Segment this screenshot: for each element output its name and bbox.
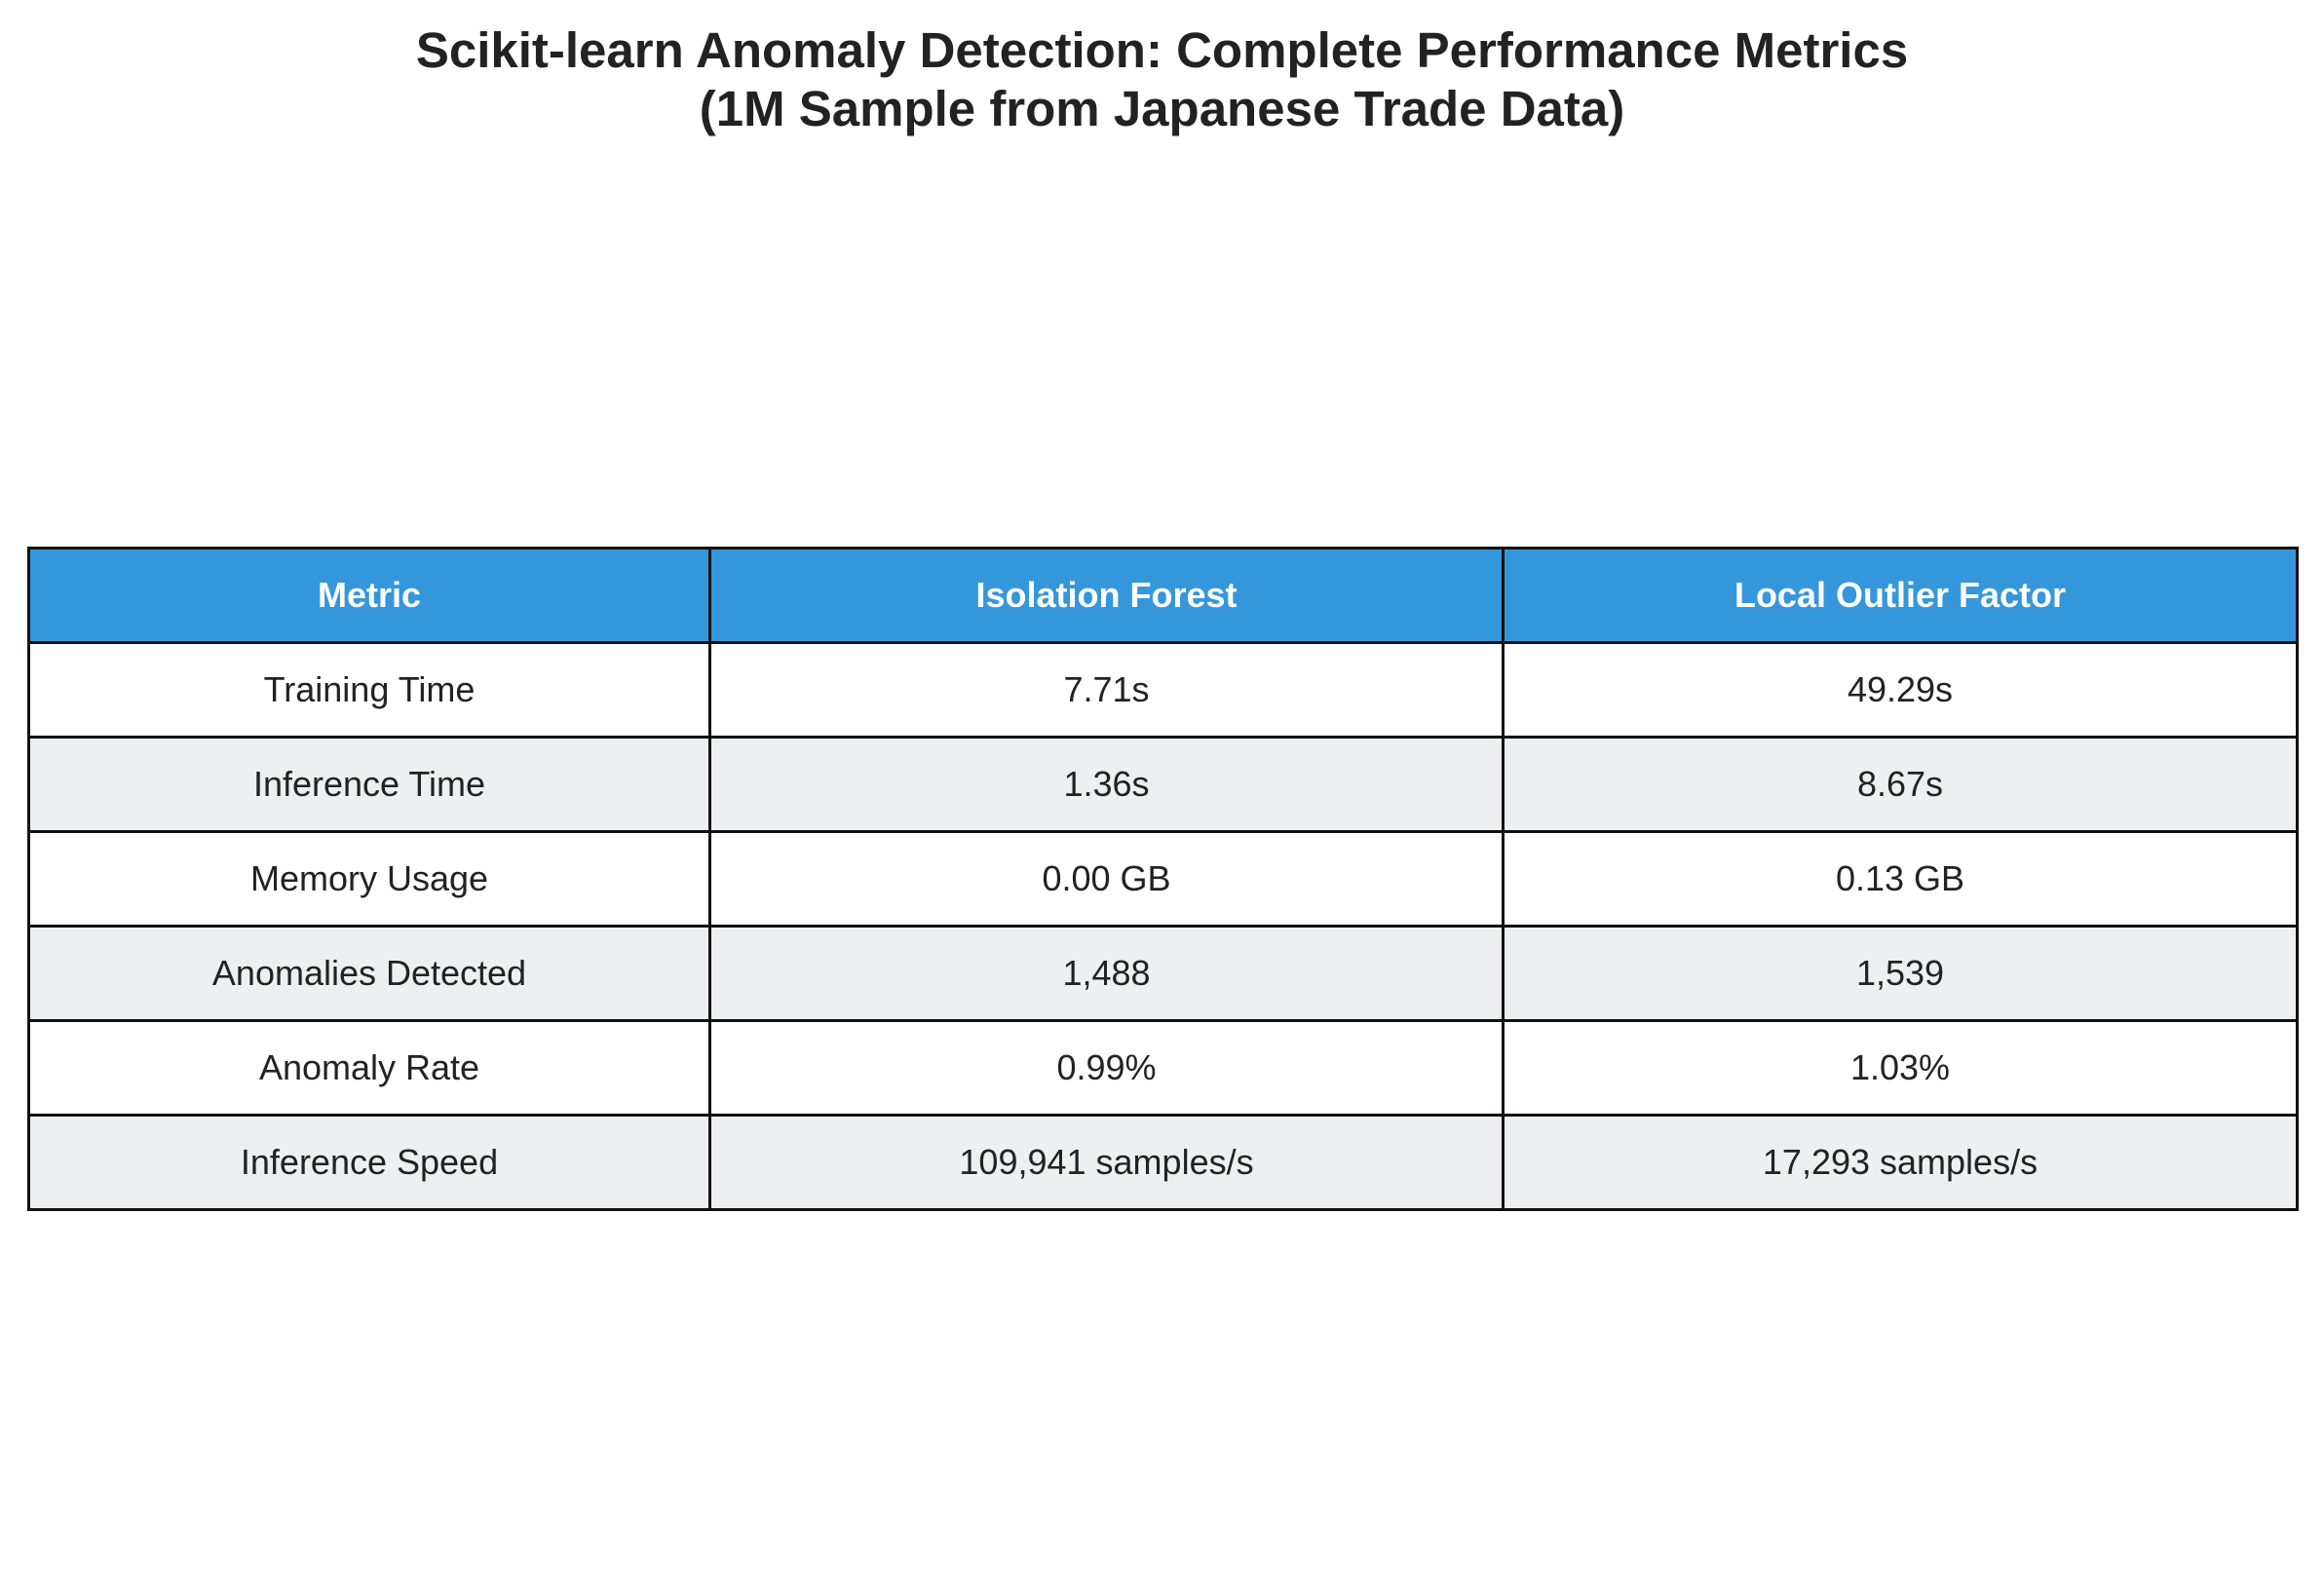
isolation-forest-value-cell: 1.36s — [708, 736, 1505, 833]
chart-title: Scikit-learn Anomaly Detection: Complete… — [0, 21, 2324, 138]
table-row: Inference Speed 109,941 samples/s 17,293… — [27, 1114, 2299, 1211]
isolation-forest-value-cell: 7.71s — [708, 641, 1505, 739]
lof-value-cell: 8.67s — [1502, 736, 2299, 833]
table-row: Inference Time 1.36s 8.67s — [27, 736, 2299, 833]
isolation-forest-value-cell: 109,941 samples/s — [708, 1114, 1505, 1211]
metrics-table: Metric Isolation Forest Local Outlier Fa… — [27, 547, 2299, 1211]
lof-value-cell: 17,293 samples/s — [1502, 1114, 2299, 1211]
table-row: Anomalies Detected 1,488 1,539 — [27, 925, 2299, 1022]
metric-name-cell: Anomaly Rate — [27, 1019, 711, 1117]
isolation-forest-value-cell: 0.99% — [708, 1019, 1505, 1117]
metric-name-cell: Anomalies Detected — [27, 925, 711, 1022]
header-cell-isolation-forest: Isolation Forest — [708, 547, 1505, 644]
header-cell-local-outlier-factor: Local Outlier Factor — [1502, 547, 2299, 644]
metric-name-cell: Memory Usage — [27, 830, 711, 928]
metric-name-cell: Training Time — [27, 641, 711, 739]
lof-value-cell: 49.29s — [1502, 641, 2299, 739]
metric-name-cell: Inference Time — [27, 736, 711, 833]
lof-value-cell: 0.13 GB — [1502, 830, 2299, 928]
chart-subtitle-line: (1M Sample from Japanese Trade Data) — [699, 81, 1625, 136]
chart-title-line: Scikit-learn Anomaly Detection: Complete… — [415, 22, 1909, 78]
header-cell-metric: Metric — [27, 547, 711, 644]
table-row: Anomaly Rate 0.99% 1.03% — [27, 1019, 2299, 1117]
lof-value-cell: 1,539 — [1502, 925, 2299, 1022]
isolation-forest-value-cell: 1,488 — [708, 925, 1505, 1022]
isolation-forest-value-cell: 0.00 GB — [708, 830, 1505, 928]
table-row: Training Time 7.71s 49.29s — [27, 641, 2299, 739]
lof-value-cell: 1.03% — [1502, 1019, 2299, 1117]
metric-name-cell: Inference Speed — [27, 1114, 711, 1211]
table-header-row: Metric Isolation Forest Local Outlier Fa… — [27, 547, 2299, 644]
table-row: Memory Usage 0.00 GB 0.13 GB — [27, 830, 2299, 928]
